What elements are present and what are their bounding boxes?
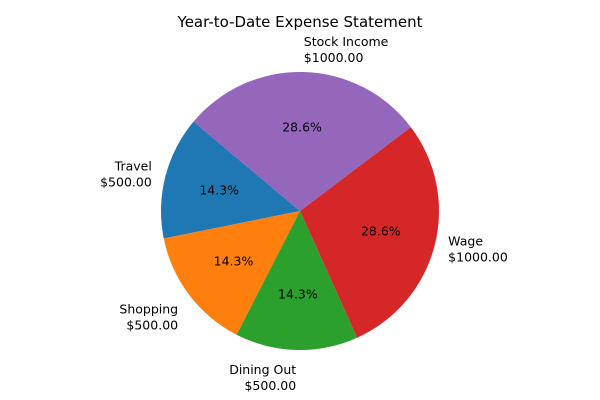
percent-label-travel: 14.3% — [199, 182, 239, 197]
pie-slice-travel — [161, 121, 300, 239]
slice-labels: Travel $500.00 Shopping $500.00 Dining Out $5… — [100, 34, 508, 393]
percent-label-shopping: 14.3% — [214, 253, 254, 268]
slice-label-stock-income: Stock Income $1000.00 — [304, 34, 389, 65]
pie-slice-stock-income — [193, 71, 411, 211]
percent-label-dining-out: 14.3% — [278, 286, 318, 301]
slice-label-shopping: Shopping $500.00 — [119, 301, 178, 332]
slice-label-dining-out: Dining Out $500.00 — [229, 362, 296, 393]
percent-label-wage: 28.6% — [361, 224, 401, 239]
slice-label-travel: Travel $500.00 — [100, 158, 152, 189]
pie-slice-shopping — [163, 211, 300, 335]
percent-labels: 14.3% 14.3% 14.3% 28.6% 28.6% — [199, 120, 400, 302]
chart-title: Year-to-Date Expense Statement — [177, 13, 423, 31]
pie-slice-wage — [300, 127, 439, 338]
slice-label-wage: Wage $1000.00 — [448, 234, 508, 265]
pie-slice-dining-out — [236, 211, 358, 350]
pie-slices — [161, 71, 439, 350]
percent-label-stock-income: 28.6% — [282, 120, 322, 135]
